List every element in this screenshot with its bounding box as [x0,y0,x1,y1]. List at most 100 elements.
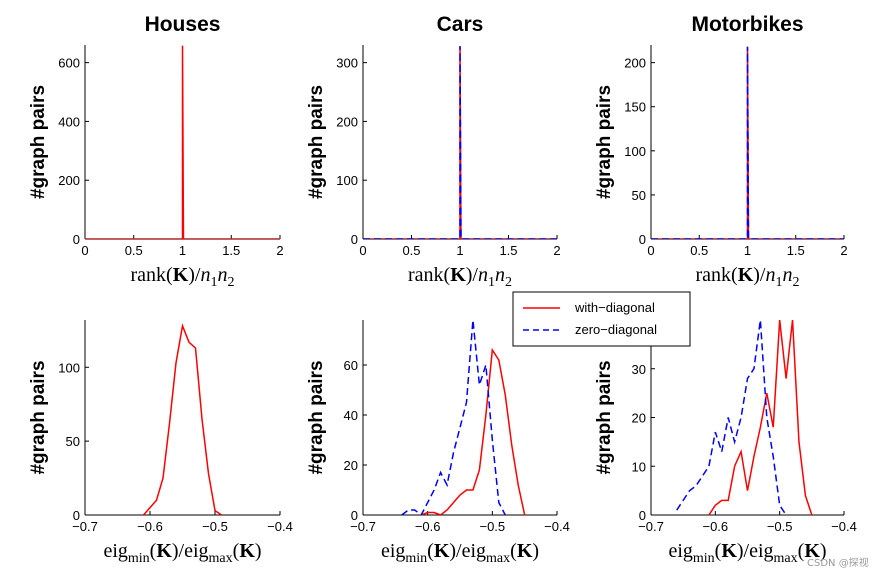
series-line-zero-diagonal [676,320,787,515]
y-tick-label: 0 [351,232,358,247]
x-axis-label-part: K [738,264,754,286]
series-line-with-diagonal [85,45,280,239]
x-axis-label: eigmin(K)/eigmax(K) [103,540,261,566]
x-tick-label: 0 [359,243,366,258]
x-axis-label-part: rank( [696,264,739,286]
x-axis-label-part: ) [820,540,827,562]
x-tick-label: 1 [456,243,463,258]
x-axis-label-part: 2 [227,275,234,290]
x-axis-label: rank(K)/n1n2 [408,264,512,290]
y-tick-label: 300 [336,56,358,71]
x-axis-label-part: max [774,551,798,566]
x-tick-label: 0.5 [402,243,420,258]
y-axis-label: #graph pairs [306,85,327,199]
x-axis-label-part: ( [715,540,722,562]
series-group [676,320,813,515]
y-tick-label: 50 [632,188,646,203]
x-axis-label: eigmin(K)/eigmax(K) [381,540,539,566]
x-tick-label: −0.4 [267,519,293,534]
x-axis-label-part: n [495,264,505,286]
y-tick-label: 200 [336,114,358,129]
y-tick-label: 30 [632,362,646,377]
x-tick-label: −0.5 [202,519,228,534]
x-axis-label-part: K [173,264,189,286]
x-axis-label-part: ) [255,540,262,562]
series-group [401,320,526,515]
panel-2: 0 0.5 1 1.5 2 0 100 200 300 Cars #graph pairs rank(… [306,13,561,290]
x-axis-label-part: rank( [131,264,174,286]
x-axis-label-part: K [156,540,172,562]
watermark-text: CSDN @探视 [807,556,869,569]
y-tick-label: 20 [344,458,358,473]
x-axis-label-part: eig [381,540,405,562]
x-axis-label-part: n [200,264,210,286]
series-line-with-diagonal [420,347,526,515]
y-tick-label: 40 [344,408,358,423]
x-tick-label: −0.6 [702,519,728,534]
x-axis-label-part: n [478,264,488,286]
x-axis-label-part: 1 [488,275,495,290]
x-axis-label-part: ( [150,540,157,562]
x-tick-label: −0.7 [72,519,98,534]
y-axis-label: #graph pairs [594,360,615,474]
x-tick-label: 2 [553,243,560,258]
panel-4: −0.7 −0.6 −0.5 −0.4 0 50 100 #graph pairs eigmin… [28,320,293,566]
x-axis-label-part: K [434,540,450,562]
y-axis-label: #graph pairs [594,85,615,199]
x-axis-label-part: K [239,540,255,562]
x-tick-label: −0.5 [479,519,505,534]
series-line-with-diagonal [708,320,813,515]
series-group [85,45,280,239]
x-axis-label-part: )/ [188,264,201,286]
x-axis-label-part: min [405,551,427,566]
series-line-zero-diagonal [363,46,557,239]
x-tick-label: 0.5 [690,243,708,258]
y-tick-label: 0 [73,232,80,247]
x-axis-label-part: n [782,264,792,286]
panel-1: 0 0.5 1 1.5 2 0 200 400 600 Houses #graph pairs ran… [28,13,284,290]
series-group [651,46,844,239]
y-tick-label: 60 [344,358,358,373]
x-axis-label-part: )/eig [172,540,209,562]
panel-6: −0.7 −0.6 −0.5 −0.4 0 10 20 30 #graph pairs eigmi… [594,320,857,566]
legend-label-with-diagonal: with−diagonal [574,300,655,315]
x-tick-label: 0.5 [125,243,143,258]
x-axis-label-part: 1 [210,275,217,290]
y-axis-label: #graph pairs [306,360,327,474]
x-axis-label-part: eig [103,540,127,562]
x-axis-label-part: K [517,540,533,562]
x-axis-label-part: K [804,540,820,562]
y-tick-label: 400 [58,114,80,129]
x-axis-label-part: 2 [792,275,799,290]
y-tick-label: 0 [639,508,646,523]
y-tick-label: 100 [624,144,646,159]
x-axis-label-part: )/eig [737,540,774,562]
chart-title: Houses [145,13,221,36]
x-tick-label: −0.4 [544,519,570,534]
series-line-zero-diagonal [401,320,506,515]
y-tick-label: 600 [58,56,80,71]
y-tick-label: 0 [73,508,80,523]
x-tick-label: −0.7 [350,519,376,534]
x-axis-label-part: ( [798,540,805,562]
y-tick-label: 200 [58,173,80,188]
x-axis-label-part: )/ [753,264,766,286]
x-axis-label-part: K [721,540,737,562]
x-tick-label: 1 [744,243,751,258]
x-tick-label: 2 [276,243,283,258]
y-tick-label: 50 [66,434,80,449]
x-tick-label: 1 [179,243,186,258]
x-axis-label-part: max [486,551,510,566]
y-tick-label: 0 [639,232,646,247]
x-tick-label: 0 [81,243,88,258]
y-tick-label: 100 [58,360,80,375]
x-tick-label: −0.5 [767,519,793,534]
x-tick-label: 1.5 [499,243,517,258]
y-tick-label: 150 [624,100,646,115]
x-axis-label-part: 2 [505,275,512,290]
x-tick-label: −0.6 [137,519,163,534]
y-tick-label: 10 [632,459,646,474]
panel-5: −0.7 −0.6 −0.5 −0.4 0 20 40 60 #graph pairs eigmi… [306,320,570,566]
